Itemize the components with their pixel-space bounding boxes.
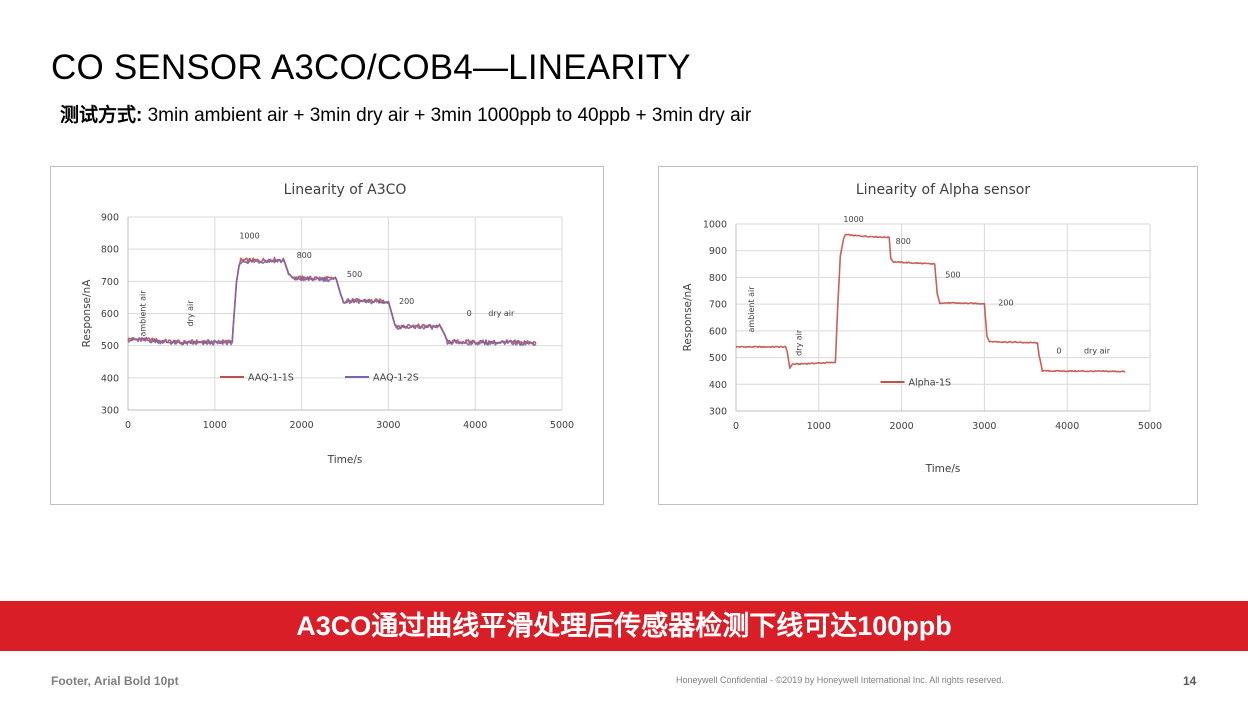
x-tick-label: 5000 <box>550 420 574 431</box>
chart-a3co-svg: Linearity of A3CO 300 400 500 600 700 800 900 0 1… <box>81 182 574 466</box>
annotation-label: ambient air <box>138 290 147 337</box>
y-tick-label: 300 <box>709 407 727 418</box>
y-tick-label: 600 <box>709 326 727 337</box>
x-tick-label: 2000 <box>890 421 914 432</box>
chart-title: Linearity of Alpha sensor <box>856 182 1030 198</box>
y-tick-label: 700 <box>101 277 119 288</box>
annotation-label: 0 <box>1056 346 1061 355</box>
page-number: 14 <box>1183 674 1197 688</box>
annotation-label: 1000 <box>843 215 863 224</box>
x-tick-label: 4000 <box>463 420 487 431</box>
annotation-label: 800 <box>896 237 911 246</box>
chart-alpha-svg: Linearity of Alpha sensor 300 400 500 600 700… <box>682 182 1162 475</box>
x-tick-label: 3000 <box>376 420 400 431</box>
legend-label: AAQ-1-1S <box>248 373 294 384</box>
annotation-label: 800 <box>297 251 312 260</box>
y-tick-label: 600 <box>101 309 119 320</box>
y-tick-label: 400 <box>709 380 727 391</box>
x-tick-label: 1000 <box>203 420 227 431</box>
slide-title: CO SENSOR A3CO/COB4—LINEARITY <box>51 48 691 87</box>
annotation-label: dry air <box>488 309 515 318</box>
footer-copyright: Honeywell Confidential - ©2019 by Honeyw… <box>676 675 1004 685</box>
y-tick-label: 900 <box>709 246 727 257</box>
x-tick-label: 3000 <box>972 421 996 432</box>
x-axis-label: Time/s <box>925 463 961 475</box>
chart-a3co-linearity: Linearity of A3CO 300 400 500 600 700 800 900 0 1… <box>50 166 604 505</box>
annotation-label: 0 <box>467 309 472 318</box>
annotation-label: dry air <box>1084 346 1111 355</box>
y-tick-label: 800 <box>101 245 119 256</box>
legend-label: Alpha-1S <box>909 378 952 389</box>
series-line-alpha-1s <box>735 233 1126 373</box>
x-axis-label: Time/s <box>327 454 363 466</box>
annotation-label: 200 <box>998 298 1013 307</box>
y-tick-label: 900 <box>101 213 119 224</box>
x-tick-label: 1000 <box>807 421 831 432</box>
test-method-label: 测试方式: <box>60 105 143 126</box>
conclusion-banner-text: A3CO通过曲线平滑处理后传感器检测下线可达100ppb <box>296 611 952 641</box>
annotation-label: dry air <box>186 300 195 327</box>
footer-label: Footer, Arial Bold 10pt <box>51 674 179 688</box>
x-tick-label: 5000 <box>1138 421 1162 432</box>
y-tick-label: 500 <box>101 341 119 352</box>
y-axis-label: Response/nA <box>81 279 93 348</box>
x-tick-label: 0 <box>733 421 739 432</box>
series-line-aaq-1-2s <box>127 258 537 347</box>
y-tick-label: 500 <box>709 353 727 364</box>
test-method-text: 3min ambient air + 3min dry air + 3min 1… <box>142 105 752 126</box>
annotation-label: 500 <box>945 270 960 279</box>
chart-title: Linearity of A3CO <box>284 182 407 198</box>
y-tick-label: 700 <box>709 300 727 311</box>
chart-alpha-linearity: Linearity of Alpha sensor 300 400 500 600 700… <box>658 166 1198 505</box>
annotation-label: dry air <box>794 329 803 356</box>
annotation-label: ambient air <box>747 286 756 333</box>
x-tick-label: 2000 <box>290 420 314 431</box>
test-method-line: 测试方式: 3min ambient air + 3min dry air + … <box>60 100 751 127</box>
annotation-label: 1000 <box>239 232 259 241</box>
y-tick-label: 400 <box>101 373 119 384</box>
x-tick-label: 0 <box>125 420 131 431</box>
annotation-label: 500 <box>347 270 362 279</box>
y-tick-label: 800 <box>709 273 727 284</box>
conclusion-banner: A3CO通过曲线平滑处理后传感器检测下线可达100ppb <box>0 601 1248 651</box>
y-tick-label: 300 <box>101 406 119 417</box>
y-axis-label: Response/nA <box>682 283 694 352</box>
y-tick-label: 1000 <box>703 220 727 231</box>
annotation-label: 200 <box>399 297 414 306</box>
x-tick-label: 4000 <box>1055 421 1079 432</box>
legend-label: AAQ-1-2S <box>373 373 419 384</box>
